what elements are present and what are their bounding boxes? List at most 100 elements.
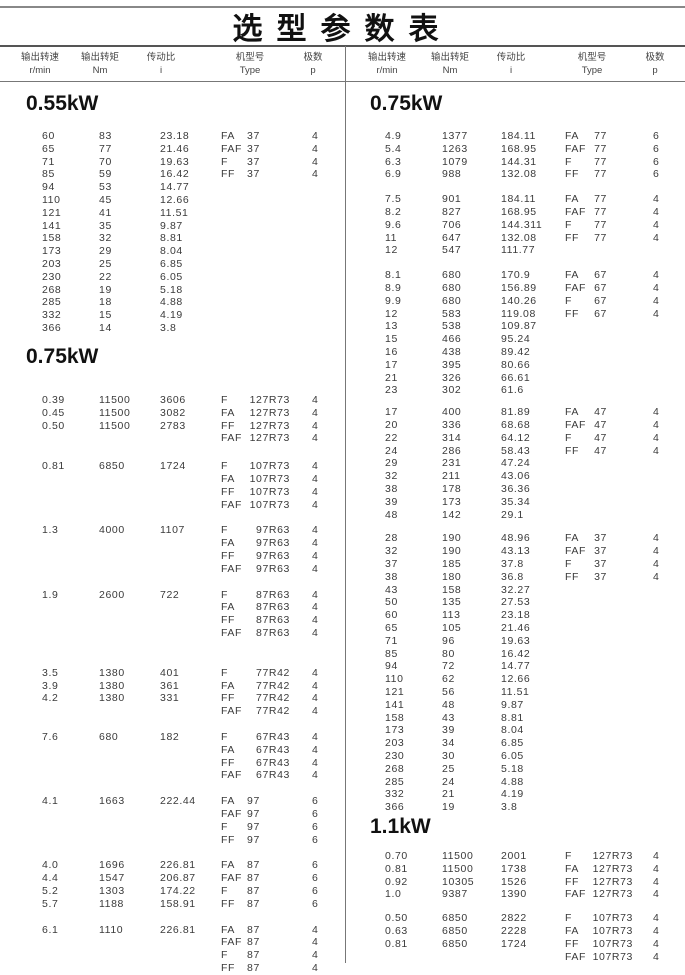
type-prefix: FF [221,485,236,498]
output-torque: 105 [442,621,462,634]
pole-count: 4 [312,498,319,511]
ratio: 1526 [501,875,527,888]
output-torque: 231 [442,457,462,470]
model-size: 67R43 [256,756,290,769]
output-torque: 158 [442,583,462,596]
output-speed: 230 [42,270,62,283]
ratio: 61.6 [501,384,524,397]
ratio: 6.85 [501,737,524,750]
output-torque: 9387 [442,888,468,901]
output-speed: 8.9 [385,281,402,294]
header-top-rule [0,45,685,47]
ratio: 16.42 [501,647,531,660]
output-torque: 680 [442,269,462,282]
ratio: 3.8 [160,322,177,334]
type-prefix: F [565,218,573,231]
pole-count: 6 [653,155,660,168]
output-speed: 0.63 [385,924,408,937]
output-torque: 30 [442,749,455,762]
model-size: 37 [247,130,260,142]
column-header-unit: Type [239,65,261,76]
output-torque: 11500 [99,394,131,406]
output-speed: 43 [385,583,398,596]
pole-count: 4 [312,472,319,485]
type-prefix: F [221,731,229,743]
power-section-title: 0.75kW [370,92,443,115]
type-prefix: F [565,294,573,307]
type-prefix: FF [221,692,236,705]
model-size: 97R63 [256,549,290,562]
column-header: 极数 p [278,51,348,77]
ratio: 8.04 [160,245,183,258]
pole-count: 6 [653,142,660,155]
output-torque: 6850 [442,937,468,950]
output-speed: 0.70 [385,850,408,862]
output-torque: 1380 [99,679,125,692]
model-size: 97 [247,833,260,846]
column-header: 传动比 i [126,51,196,77]
output-torque: 83 [99,130,112,142]
output-speed: 173 [42,245,62,258]
model-size: 97R63 [256,537,290,550]
model-size: 87 [247,897,260,910]
output-torque: 11500 [99,406,131,419]
model-size: 67 [594,294,607,307]
ratio: 1738 [501,862,527,875]
model-size: 67R43 [256,731,290,743]
output-torque: 1696 [99,859,125,872]
ratio: 2822 [501,912,527,925]
ratio: 8.81 [501,711,524,724]
output-torque: 538 [442,320,462,333]
model-size: 67R43 [256,769,290,782]
output-speed: 38 [385,570,398,583]
model-size: 127R73 [592,875,633,888]
ratio: 4.88 [160,296,183,309]
ratio: 4.19 [160,309,183,322]
output-speed: 9.6 [385,218,402,231]
output-torque: 14 [99,322,112,334]
output-speed: 0.50 [385,912,408,925]
pole-count: 4 [312,626,319,639]
output-torque: 35 [99,219,112,232]
pole-count: 4 [312,936,319,949]
output-speed: 65 [385,621,398,634]
column-divider [345,46,346,963]
output-torque: 1663 [99,795,125,808]
model-size: 77R42 [256,692,290,705]
output-torque: 11500 [99,419,131,432]
column-header: 传动比 i [476,51,546,77]
pole-count: 4 [312,562,319,575]
output-speed: 16 [385,345,398,358]
model-size: 97 [247,807,260,820]
output-torque: 180 [442,570,462,583]
output-speed: 110 [42,194,61,206]
model-size: 37 [594,532,607,545]
output-speed: 5.7 [42,897,59,910]
ratio: 29.1 [501,508,524,521]
output-speed: 60 [385,609,398,622]
output-torque: 680 [99,731,119,743]
ratio: 6.85 [160,258,183,270]
ratio: 36.8 [501,570,524,583]
ratio: 3.8 [501,801,518,814]
pole-count: 6 [312,897,319,910]
type-prefix: FF [221,168,236,181]
output-speed: 4.9 [385,130,402,142]
ratio: 23.18 [160,130,190,142]
output-torque: 336 [442,418,462,431]
output-torque: 53 [99,181,112,194]
type-prefix: FAF [221,936,243,949]
ratio: 58.43 [501,444,531,457]
ratio: 3606 [160,394,186,406]
top-rule [0,6,685,8]
column-header: 输出转速 r/min [5,51,75,77]
pole-count: 4 [312,743,319,756]
pole-count: 4 [312,705,319,718]
output-torque: 25 [99,258,112,270]
output-speed: 1.9 [42,588,59,601]
type-prefix: FF [221,756,236,769]
output-torque: 6850 [99,460,125,473]
ratio: 80.66 [501,358,531,371]
output-torque: 70 [99,155,112,168]
pole-count: 4 [653,950,660,963]
